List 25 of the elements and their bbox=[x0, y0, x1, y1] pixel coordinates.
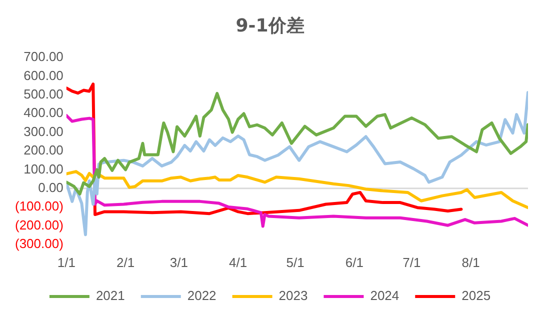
y-tick-label: (300.00) bbox=[15, 236, 64, 251]
y-tick-label: 400.00 bbox=[24, 105, 64, 120]
x-tick-label: 4/1 bbox=[229, 254, 248, 270]
x-tick-label: 5/1 bbox=[286, 254, 304, 270]
y-tick-label: 300.00 bbox=[24, 124, 64, 139]
legend-label: 2022 bbox=[187, 288, 216, 304]
y-tick-label: (200.00) bbox=[15, 217, 64, 232]
x-tick-label: 2/1 bbox=[116, 254, 135, 270]
y-tick-label: (100.00) bbox=[15, 198, 64, 214]
y-tick-label: 500.00 bbox=[24, 86, 64, 102]
chart-title: 9-1价差 bbox=[236, 15, 304, 36]
x-tick-label: 1/1 bbox=[57, 254, 76, 270]
x-tick-label: 7/1 bbox=[402, 254, 421, 270]
legend-label: 2023 bbox=[278, 288, 308, 304]
legend-label: 2025 bbox=[462, 288, 491, 304]
y-tick-label: 200.00 bbox=[24, 142, 64, 158]
x-tick-label: 3/1 bbox=[170, 254, 188, 270]
x-tick-label: 6/1 bbox=[345, 254, 364, 270]
x-tick-label: 8/1 bbox=[462, 254, 480, 270]
y-tick-label: 100.00 bbox=[24, 161, 64, 176]
y-tick-label: 0.00 bbox=[38, 180, 64, 195]
legend-label: 2024 bbox=[370, 288, 400, 304]
y-tick-label: 700.00 bbox=[24, 49, 64, 64]
legend-label: 2021 bbox=[96, 288, 125, 304]
y-tick-label: 600.00 bbox=[24, 68, 64, 83]
